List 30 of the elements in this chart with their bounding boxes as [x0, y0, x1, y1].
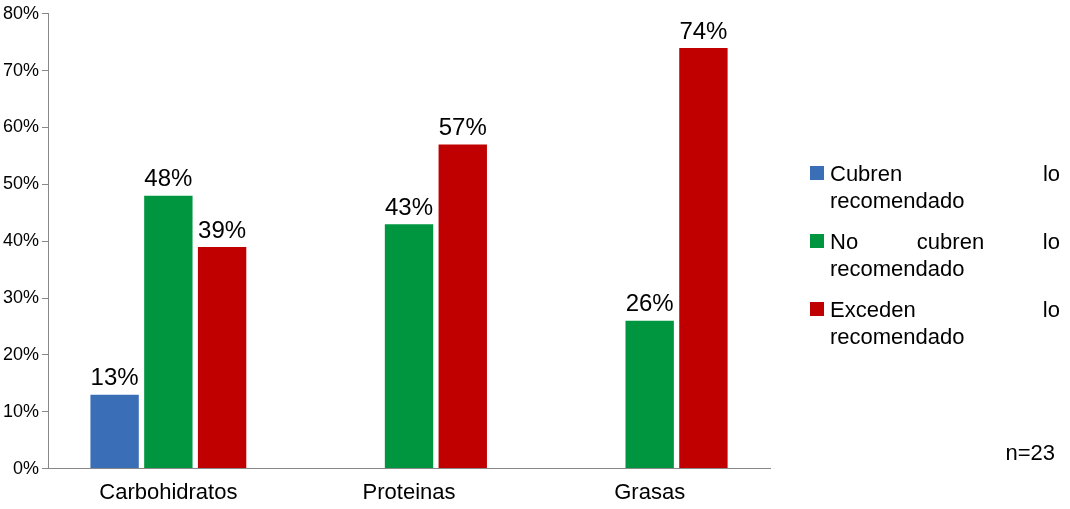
data-label: 39% — [198, 215, 247, 243]
data-label: 26% — [625, 289, 674, 317]
data-label: 13% — [90, 363, 139, 391]
bar — [438, 144, 487, 469]
y-tick-label: 30% — [3, 287, 40, 308]
y-tick-label: 80% — [3, 2, 40, 23]
data-label: 57% — [438, 113, 487, 141]
bar — [679, 47, 728, 469]
bar — [197, 246, 247, 469]
legend-label: No cubren lo recomendado — [830, 228, 1060, 282]
bar — [90, 394, 139, 469]
y-tick-label: 10% — [3, 400, 40, 421]
text: n=23 — [1004, 440, 1055, 466]
y-tick-label: 20% — [3, 343, 40, 364]
y-tick-label: 50% — [3, 173, 40, 194]
bar — [144, 195, 193, 469]
bar — [625, 320, 674, 469]
x-tick-label: Proteinas — [362, 478, 456, 504]
y-tick-label: 40% — [3, 230, 40, 251]
y-tick-label: 60% — [3, 116, 40, 137]
bar — [384, 224, 434, 469]
x-tick-label: Grasas — [614, 478, 686, 504]
legend-label: Cubren lo recomendado — [830, 160, 1060, 214]
data-label: 74% — [679, 16, 728, 44]
legend-label: Exceden lo recomendado — [830, 296, 1060, 350]
y-tick-label: 0% — [13, 457, 40, 478]
data-label: 43% — [384, 192, 434, 220]
data-label: 48% — [144, 164, 193, 192]
y-tick-label: 70% — [3, 59, 40, 80]
x-tick-label: Carbohidratos — [99, 478, 238, 504]
